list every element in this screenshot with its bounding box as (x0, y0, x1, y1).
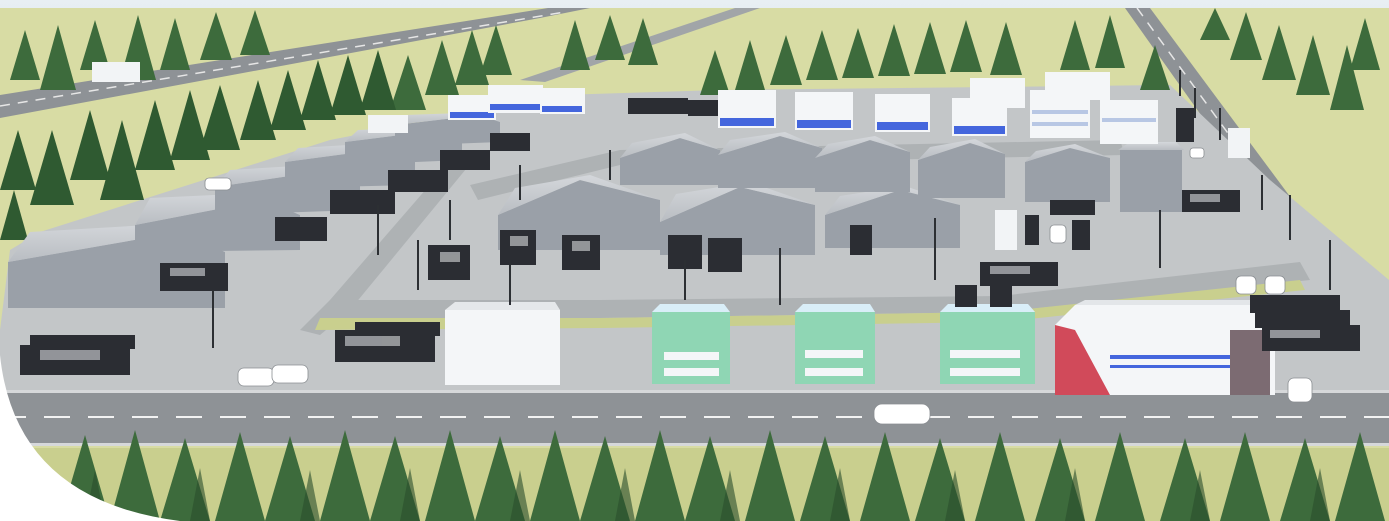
front-tree-row (0, 430, 1389, 521)
front-highway-edge (0, 390, 1389, 393)
internal-road-left (300, 150, 480, 335)
left-warehouse-row (8, 112, 500, 308)
back-tree-band (10, 8, 1380, 110)
front-highway-edge-bottom (0, 443, 1389, 446)
front-highway (0, 392, 1389, 444)
left-tree-cluster (0, 50, 396, 240)
internal-road-ring (320, 262, 1310, 318)
street-lamps (212, 70, 1331, 348)
front-office-row (445, 302, 1035, 385)
back-highway-line (0, 11, 566, 107)
white-vehicles (92, 62, 1250, 250)
showroom-building (1055, 300, 1275, 395)
cars (204, 147, 1313, 425)
back-office-row (448, 72, 1158, 144)
central-warehouses (498, 132, 1184, 255)
back-highway (0, 8, 590, 118)
